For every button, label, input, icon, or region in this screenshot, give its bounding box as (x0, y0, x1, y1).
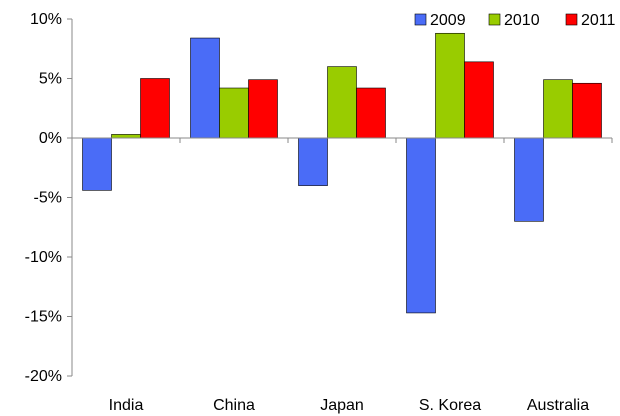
bar-2010-s-korea (435, 32, 465, 139)
bar-2009-india (82, 137, 112, 191)
legend-swatch-2011 (565, 13, 578, 26)
x-category-label: S. Korea (419, 397, 481, 414)
bar-2010-india (111, 134, 141, 139)
x-category-label: India (109, 397, 144, 414)
bar-2010-china (219, 87, 249, 139)
bar-2011-s-korea (464, 61, 494, 139)
y-tick-label: 5% (39, 71, 62, 88)
bar-2009-australia (514, 137, 544, 222)
y-tick-label: -5% (34, 190, 62, 207)
bar-2009-s-korea (406, 137, 436, 314)
legend: 2009 2010 2011 (414, 12, 616, 29)
y-tick-label: -20% (25, 368, 62, 385)
x-axis: India China Japan S. Korea Australia (71, 137, 613, 414)
bar-2011-india (140, 78, 170, 139)
legend-swatch-2009 (414, 13, 427, 26)
x-category-label: Japan (320, 397, 364, 414)
legend-label-2009: 2009 (430, 12, 466, 29)
y-axis: 10% 5% 0% -5% -10% -15% -20% (25, 11, 73, 385)
y-tick-label: 10% (30, 11, 62, 28)
y-tick-label: 0% (39, 130, 62, 147)
bar-2011-australia (572, 82, 602, 139)
y-tick-label: -10% (25, 249, 62, 266)
bar-2011-japan (356, 87, 386, 139)
bar-2010-australia (543, 79, 573, 139)
x-category-label: China (213, 397, 255, 414)
x-category-label: Australia (527, 397, 589, 414)
bar-2009-japan (298, 137, 328, 186)
y-tick-label: -15% (25, 309, 62, 326)
legend-swatch-2010 (488, 13, 501, 26)
bars (82, 32, 602, 314)
bar-2011-china (248, 79, 278, 139)
legend-label-2011: 2011 (581, 12, 616, 29)
legend-label-2010: 2010 (504, 12, 540, 29)
bar-2009-china (190, 37, 220, 139)
bar-2010-japan (327, 66, 357, 139)
